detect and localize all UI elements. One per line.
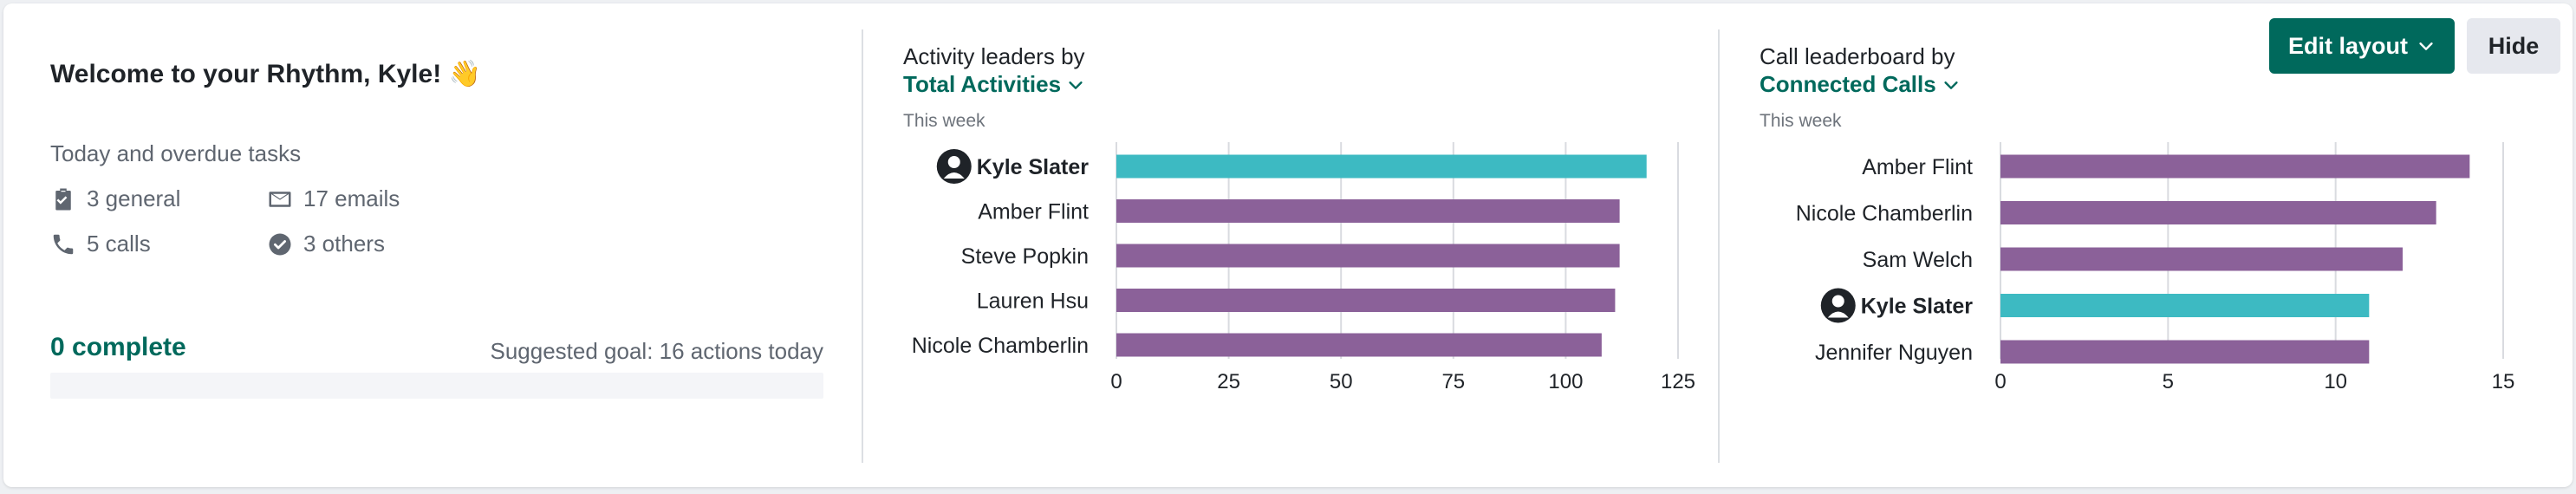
check-circle-icon: [269, 233, 291, 255]
call-metric-label: Connected Calls: [1760, 71, 1936, 97]
bar[interactable]: [1116, 244, 1620, 268]
edit-layout-label: Edit layout: [2287, 32, 2408, 59]
bar[interactable]: [1116, 199, 1620, 223]
bar[interactable]: [2000, 294, 2370, 317]
task-emails[interactable]: 17 emails: [267, 185, 400, 212]
progress-bar: [50, 373, 823, 399]
bar[interactable]: [1116, 333, 1602, 357]
category-label: Jennifer Nguyen: [1815, 341, 1973, 365]
call-leaderboard-chart: 0 5 10 15 Amber Flint Nicole Chamberlin Sam We…: [1796, 142, 2515, 393]
category-label: Amber Flint: [978, 200, 1089, 224]
category-label: Kyle Slater: [1861, 295, 1974, 319]
task-calls-label: 5 calls: [87, 231, 151, 257]
bar[interactable]: [2000, 154, 2470, 179]
chevron-down-icon: [2419, 42, 2433, 50]
x-tick-label: 10: [2324, 370, 2347, 393]
task-others-label: 3 others: [303, 231, 385, 257]
activity-leaders-label: Activity leaders by: [903, 43, 1085, 69]
bar[interactable]: [2000, 340, 2370, 364]
category-label: Sam Welch: [1863, 248, 1973, 272]
edit-layout-button[interactable]: Edit layout: [2269, 18, 2455, 74]
bar[interactable]: [2000, 247, 2403, 271]
call-leaderboard-panel: Call leaderboard by Connected Calls This…: [1760, 3, 2540, 487]
x-tick-label: 50: [1330, 370, 1353, 393]
task-general[interactable]: 3 general: [50, 185, 180, 212]
envelope-icon: [269, 191, 291, 207]
tasks-heading: Today and overdue tasks: [50, 140, 302, 166]
panel-divider: [1718, 29, 1720, 463]
task-others[interactable]: 3 others: [267, 231, 385, 257]
category-label: Steve Popkin: [961, 244, 1089, 269]
welcome-panel: Welcome to your Rhythm, Kyle! 👋 Today an…: [50, 3, 823, 487]
complete-count: 0 complete: [50, 333, 186, 361]
chevron-down-icon: [1069, 81, 1083, 89]
bar[interactable]: [1116, 154, 1647, 179]
panel-divider: [862, 29, 863, 463]
task-emails-label: 17 emails: [303, 185, 400, 211]
activity-period: This week: [903, 111, 986, 131]
category-label: Kyle Slater: [977, 155, 1090, 179]
x-tick-label: 0: [1994, 370, 2006, 393]
activity-metric-dropdown[interactable]: Total Activities: [903, 71, 1085, 98]
phone-icon: [53, 234, 74, 254]
clipboard-check-icon: [55, 188, 71, 210]
rhythm-summary-card: Welcome to your Rhythm, Kyle! 👋 Today an…: [3, 3, 2573, 487]
x-tick-label: 125: [1661, 370, 1695, 393]
hide-label: Hide: [2488, 32, 2540, 59]
x-tick-label: 5: [2163, 370, 2174, 393]
x-tick-label: 0: [1110, 370, 1122, 393]
activity-metric-label: Total Activities: [903, 71, 1062, 97]
task-calls[interactable]: 5 calls: [50, 231, 151, 257]
avatar-icon: [936, 149, 972, 184]
welcome-title: Welcome to your Rhythm, Kyle! 👋: [50, 60, 481, 88]
x-tick-label: 25: [1217, 370, 1240, 393]
suggested-goal: Suggested goal: 16 actions today: [490, 338, 823, 364]
call-leaderboard-label: Call leaderboard by: [1760, 43, 1955, 69]
bar[interactable]: [1116, 289, 1616, 312]
task-general-label: 3 general: [87, 185, 181, 211]
bar[interactable]: [2000, 201, 2436, 224]
x-tick-label: 75: [1441, 370, 1465, 393]
category-label: Lauren Hsu: [977, 289, 1089, 314]
category-label: Nicole Chamberlin: [912, 334, 1089, 358]
x-tick-label: 15: [2492, 370, 2515, 393]
call-period: This week: [1760, 111, 1842, 131]
call-metric-dropdown[interactable]: Connected Calls: [1760, 71, 1961, 98]
category-label: Amber Flint: [1862, 155, 1973, 179]
category-label: Nicole Chamberlin: [1796, 202, 1973, 226]
x-tick-label: 100: [1548, 370, 1583, 393]
avatar-icon: [1820, 288, 1856, 323]
activity-leaders-chart: 0 25 50 75 100 125 Kyle Slater Amber Flint Steve…: [912, 142, 1695, 393]
chevron-down-icon: [1944, 81, 1958, 89]
hide-button[interactable]: Hide: [2467, 18, 2560, 74]
activity-leaders-panel: Activity leaders by Total Activities Thi…: [903, 3, 1718, 487]
